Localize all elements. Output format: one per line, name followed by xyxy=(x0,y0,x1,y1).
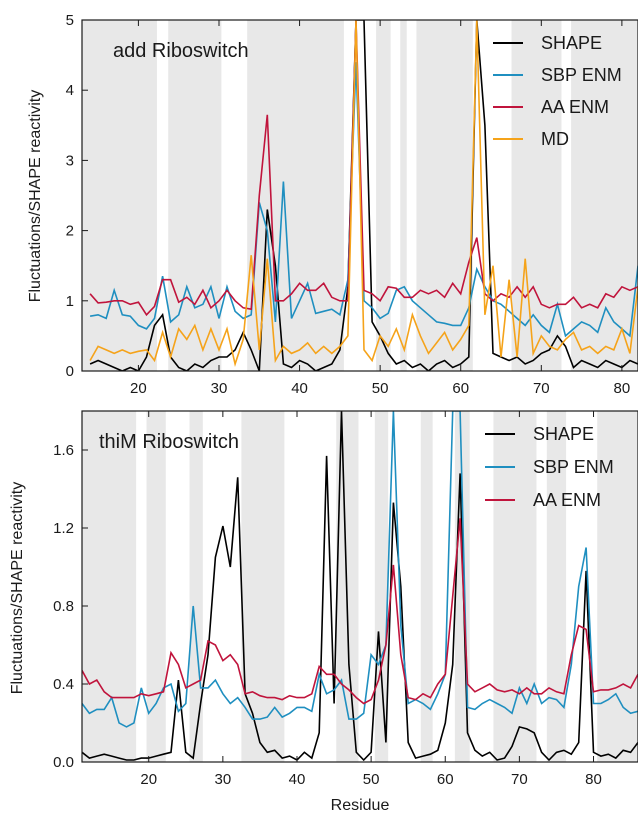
y-tick-label: 1.6 xyxy=(53,442,74,459)
series-line-aa-enm xyxy=(89,20,638,317)
y-tick-label: 0.0 xyxy=(53,754,74,771)
y-tick-label: 0.4 xyxy=(53,676,74,693)
x-tick-label: 80 xyxy=(585,771,602,788)
panel-title: add Riboswitch xyxy=(113,40,249,62)
legend-label: SHAPE xyxy=(541,33,602,53)
x-tick-label: 50 xyxy=(372,380,389,397)
shaded-region xyxy=(511,20,562,371)
legend-label: SBP ENM xyxy=(541,65,622,85)
x-axis-label: Residue xyxy=(331,797,390,814)
shaded-region xyxy=(241,411,285,762)
legend-label: SBP ENM xyxy=(533,457,614,477)
x-tick-label: 80 xyxy=(614,380,631,397)
series-line-md xyxy=(89,20,638,367)
shaded-region xyxy=(189,411,203,762)
y-tick-label: 4 xyxy=(66,82,74,99)
legend: SHAPE SBP ENM AA ENM xyxy=(485,424,614,510)
y-tick-label: 3 xyxy=(66,152,74,169)
x-tick-label: 40 xyxy=(289,771,306,788)
shaded-region xyxy=(493,411,537,762)
series-line-shape xyxy=(82,411,638,762)
x-tick-label: 40 xyxy=(291,380,308,397)
x-tick-label: 20 xyxy=(130,380,147,397)
shaded-region xyxy=(420,411,433,762)
y-axis-label: Fluctuations/SHAPE reactivity xyxy=(27,90,44,303)
y-tick-label: 0.8 xyxy=(53,598,74,615)
legend-label: MD xyxy=(541,129,569,149)
legend: SHAPE SBP ENM AA ENM MD xyxy=(493,33,622,149)
shaded-region xyxy=(376,20,391,371)
series-line-shape xyxy=(89,20,638,371)
series-line-sbp-enm xyxy=(82,411,638,728)
x-tick-label: 70 xyxy=(533,380,550,397)
series-line-sbp-enm xyxy=(89,62,638,338)
legend-label: AA ENM xyxy=(533,490,601,510)
y-axis-label: Fluctuations/SHAPE reactivity xyxy=(9,482,26,695)
shaded-region xyxy=(82,411,137,762)
series-lines xyxy=(89,20,638,371)
axis-ticks: 20 30 40 50 60 70 80 0 1 2 3 4 5 xyxy=(66,12,631,397)
panel-thim-riboswitch: 20 30 40 50 60 70 80 0.0 0.4 0.8 1.2 1.6 thiM Ribos… xyxy=(53,410,638,788)
shaded-region xyxy=(168,20,222,371)
series-line-aa-enm xyxy=(82,518,638,705)
y-tick-label: 2 xyxy=(66,223,74,240)
plot-frame xyxy=(81,410,638,763)
shaded-region xyxy=(374,411,389,762)
shaded-region xyxy=(546,411,567,762)
x-tick-label: 70 xyxy=(511,771,528,788)
x-tick-label: 50 xyxy=(363,771,380,788)
y-tick-label: 0 xyxy=(66,363,74,380)
y-tick-label: 1.2 xyxy=(53,520,74,537)
series-lines xyxy=(82,411,638,762)
y-tick-label: 1 xyxy=(66,293,74,310)
x-tick-label: 20 xyxy=(140,771,157,788)
panel-add-riboswitch: 20 30 40 50 60 70 80 0 1 2 3 4 5 add Riboswitch SHAP… xyxy=(66,12,638,397)
plot-frame xyxy=(81,19,638,372)
x-tick-label: 30 xyxy=(215,771,232,788)
x-tick-label: 30 xyxy=(211,380,228,397)
shaded-region xyxy=(82,20,157,371)
shaded-region xyxy=(597,411,638,762)
legend-label: SHAPE xyxy=(533,424,594,444)
legend-label: AA ENM xyxy=(541,97,609,117)
panel-title: thiM Riboswitch xyxy=(99,431,239,453)
x-tick-label: 60 xyxy=(452,380,469,397)
shaded-region xyxy=(146,411,166,762)
shaded-region xyxy=(400,20,407,371)
axis-ticks: 20 30 40 50 60 70 80 0.0 0.4 0.8 1.2 1.6 xyxy=(53,411,602,788)
x-tick-label: 60 xyxy=(437,771,454,788)
shaded-regions xyxy=(82,20,638,371)
y-tick-label: 5 xyxy=(66,12,74,29)
